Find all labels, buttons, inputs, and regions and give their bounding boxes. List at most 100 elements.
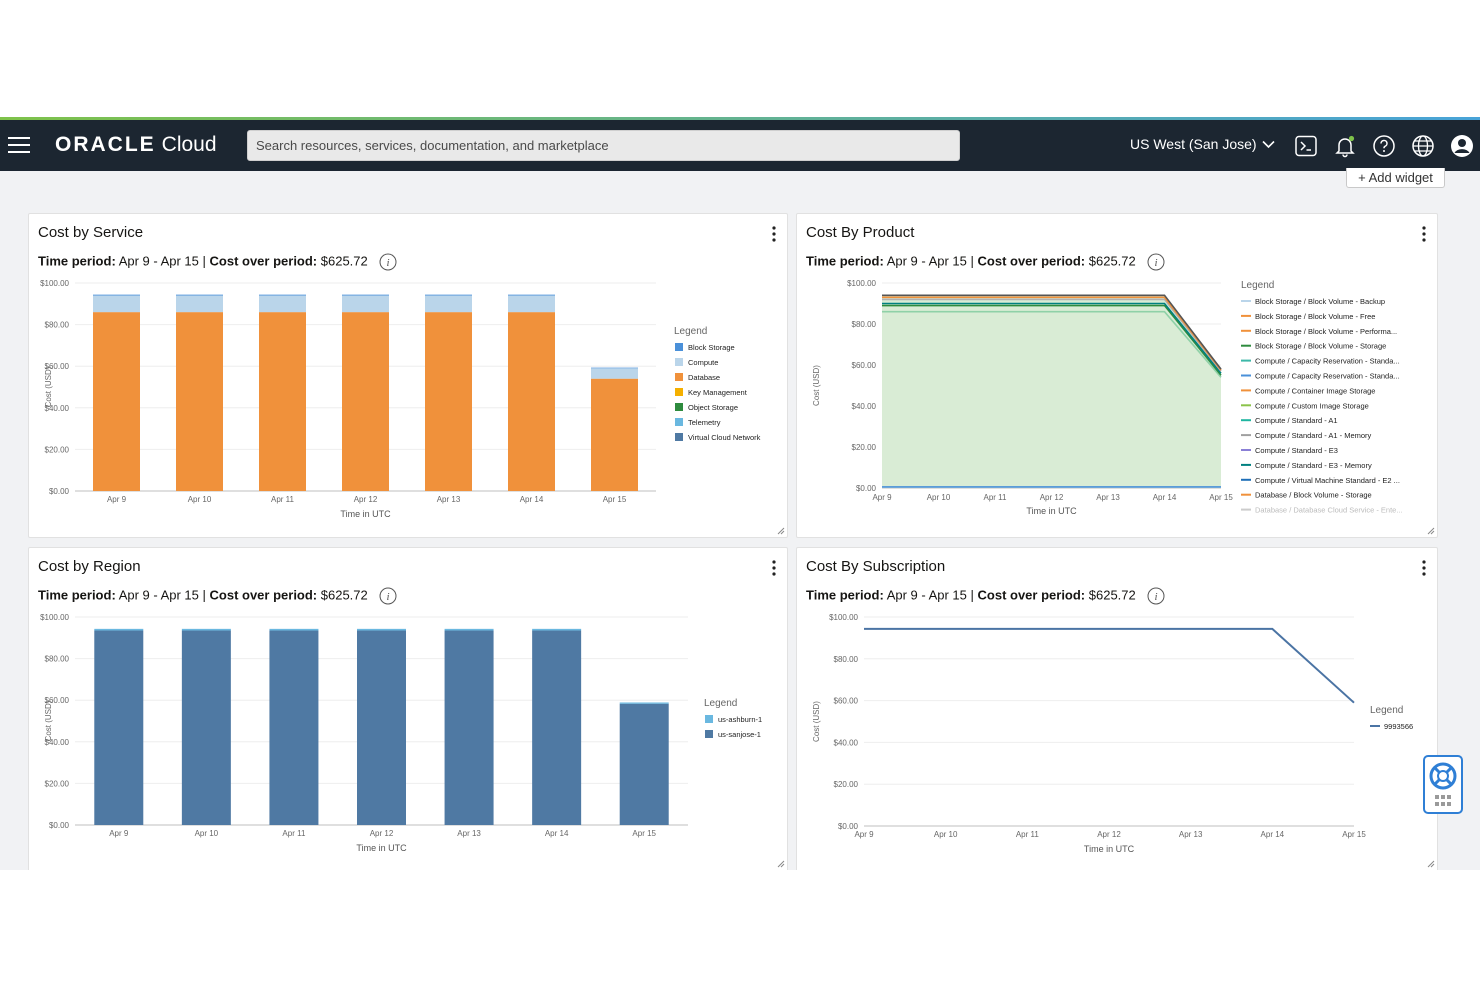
svg-text:i: i bbox=[1155, 257, 1158, 269]
period-value: Apr 9 - Apr 15 bbox=[886, 587, 967, 603]
legend-item-label: Telemetry bbox=[688, 418, 721, 427]
x-tick-label: Apr 10 bbox=[927, 493, 951, 502]
legend-item-label: Object Storage bbox=[688, 403, 738, 412]
cost-by-subscription-chart: $0.00 $20.00 $40.00 $60.00 $80.00 $100.00 Cost… bbox=[812, 613, 1413, 854]
cost-label: Cost over period: bbox=[209, 587, 318, 603]
x-tick-label: Apr 12 bbox=[1097, 830, 1121, 839]
bar-segment bbox=[532, 630, 582, 825]
y-tick-label: $100.00 bbox=[40, 613, 69, 622]
legend-item-label: Compute bbox=[688, 358, 718, 367]
legend-item-label: Compute / Standard - E3 bbox=[1255, 446, 1338, 455]
region-selector[interactable]: US West (San Jose) bbox=[1130, 136, 1275, 152]
legend-swatch bbox=[675, 358, 683, 366]
resize-handle-icon[interactable] bbox=[1427, 860, 1435, 868]
y-tick-label: $0.00 bbox=[49, 821, 70, 830]
menu-icon[interactable] bbox=[8, 137, 30, 153]
legend-item-label: Compute / Standard - E3 - Memory bbox=[1255, 461, 1372, 470]
search-input[interactable] bbox=[247, 130, 960, 161]
x-axis-title: Time in UTC bbox=[356, 843, 407, 853]
info-icon[interactable]: i bbox=[1147, 253, 1165, 271]
y-tick-label: $80.00 bbox=[852, 320, 877, 329]
resize-handle-icon[interactable] bbox=[1427, 527, 1435, 535]
x-tick-label: Apr 15 bbox=[1209, 493, 1233, 502]
y-tick-label: $60.00 bbox=[834, 697, 859, 706]
y-tick-label: $0.00 bbox=[856, 484, 877, 493]
bar-segment bbox=[357, 628, 406, 631]
lifebuoy-icon bbox=[1429, 762, 1457, 806]
bar-segment bbox=[181, 628, 231, 631]
y-tick-label: $20.00 bbox=[45, 779, 70, 788]
more-options-icon[interactable] bbox=[1419, 226, 1429, 242]
bar-segment bbox=[181, 630, 231, 825]
x-axis-title: Time in UTC bbox=[340, 509, 391, 519]
legend-swatch bbox=[675, 403, 683, 411]
bell-icon[interactable] bbox=[1333, 134, 1357, 158]
legend-item-label: us-ashburn-1 bbox=[718, 715, 762, 724]
x-tick-label: Apr 14 bbox=[545, 829, 569, 838]
bar-segment bbox=[93, 312, 140, 491]
y-tick-label: $100.00 bbox=[829, 613, 858, 622]
period-label: Time period: bbox=[806, 587, 884, 603]
globe-icon[interactable] bbox=[1411, 134, 1435, 158]
series-line bbox=[882, 310, 1222, 378]
accent-bar bbox=[0, 117, 1480, 120]
series-line bbox=[882, 298, 1222, 372]
x-tick-label: Apr 11 bbox=[1016, 830, 1040, 839]
cloud-shell-icon[interactable] bbox=[1294, 134, 1318, 158]
more-options-icon[interactable] bbox=[769, 226, 779, 242]
help-support-button[interactable] bbox=[1423, 755, 1463, 814]
bar-segment bbox=[176, 295, 223, 313]
x-tick-label: Apr 9 bbox=[109, 829, 129, 838]
legend-title: Legend bbox=[674, 326, 707, 337]
y-tick-label: $60.00 bbox=[45, 362, 70, 371]
legend-item-label: Compute / Custom Image Storage bbox=[1255, 401, 1369, 410]
bar-segment bbox=[342, 294, 389, 296]
more-options-icon[interactable] bbox=[1419, 560, 1429, 576]
y-tick-label: $20.00 bbox=[834, 780, 859, 789]
x-tick-label: Apr 12 bbox=[370, 829, 394, 838]
y-tick-label: $80.00 bbox=[834, 655, 859, 664]
legend-title: Legend bbox=[704, 698, 737, 709]
logo-cloud-text: Cloud bbox=[161, 133, 217, 156]
svg-text:i: i bbox=[387, 591, 390, 603]
info-icon[interactable]: i bbox=[379, 253, 397, 271]
widget-subtitle: Time period: Apr 9 - Apr 15 | Cost over … bbox=[38, 253, 397, 271]
period-value: Apr 9 - Apr 15 bbox=[886, 253, 967, 269]
bar-segment bbox=[444, 628, 494, 631]
x-tick-label: Apr 10 bbox=[934, 830, 958, 839]
bar-segment bbox=[269, 628, 319, 631]
add-widget-button[interactable]: + Add widget bbox=[1346, 168, 1445, 188]
more-options-icon[interactable] bbox=[769, 560, 779, 576]
bar-segment bbox=[425, 294, 472, 296]
x-tick-label: Apr 12 bbox=[354, 495, 378, 504]
legend-item-label: Block Storage bbox=[688, 343, 735, 352]
oracle-cloud-logo[interactable]: ORACLE Cloud bbox=[55, 132, 217, 158]
bar-segment bbox=[619, 702, 669, 704]
bar-segment bbox=[425, 295, 472, 313]
widget-cost-by-product: Cost By Product Time period: Apr 9 - Apr… bbox=[796, 213, 1438, 538]
widget-cost-by-subscription: Cost By Subscription Time period: Apr 9 … bbox=[796, 547, 1438, 870]
legend-title: Legend bbox=[1241, 280, 1274, 291]
bar-segment bbox=[591, 378, 638, 491]
bar-segment bbox=[591, 367, 638, 369]
help-icon[interactable] bbox=[1372, 134, 1396, 158]
x-tick-label: Apr 15 bbox=[632, 829, 656, 838]
x-tick-label: Apr 13 bbox=[1179, 830, 1203, 839]
info-icon[interactable]: i bbox=[379, 587, 397, 605]
x-tick-label: Apr 13 bbox=[1096, 493, 1120, 502]
resize-handle-icon[interactable] bbox=[777, 527, 785, 535]
bar-segment bbox=[259, 295, 306, 313]
legend-item-label: Compute / Standard - A1 bbox=[1255, 416, 1338, 425]
y-tick-label: $100.00 bbox=[847, 279, 876, 288]
legend-item-label: Block Storage / Block Volume - Free bbox=[1255, 312, 1375, 321]
resize-handle-icon[interactable] bbox=[777, 860, 785, 868]
info-icon[interactable]: i bbox=[1147, 587, 1165, 605]
cost-value: $625.72 bbox=[1088, 253, 1136, 269]
user-icon[interactable] bbox=[1450, 134, 1474, 158]
bar-segment bbox=[259, 312, 306, 491]
legend-item-label: Compute / Virtual Machine Standard - E2 … bbox=[1255, 476, 1400, 485]
y-axis-title: Cost (USD) bbox=[44, 366, 53, 407]
y-tick-label: $40.00 bbox=[852, 402, 877, 411]
legend-item-label: Compute / Capacity Reservation - Standa.… bbox=[1255, 372, 1400, 381]
bar-segment bbox=[342, 312, 389, 491]
